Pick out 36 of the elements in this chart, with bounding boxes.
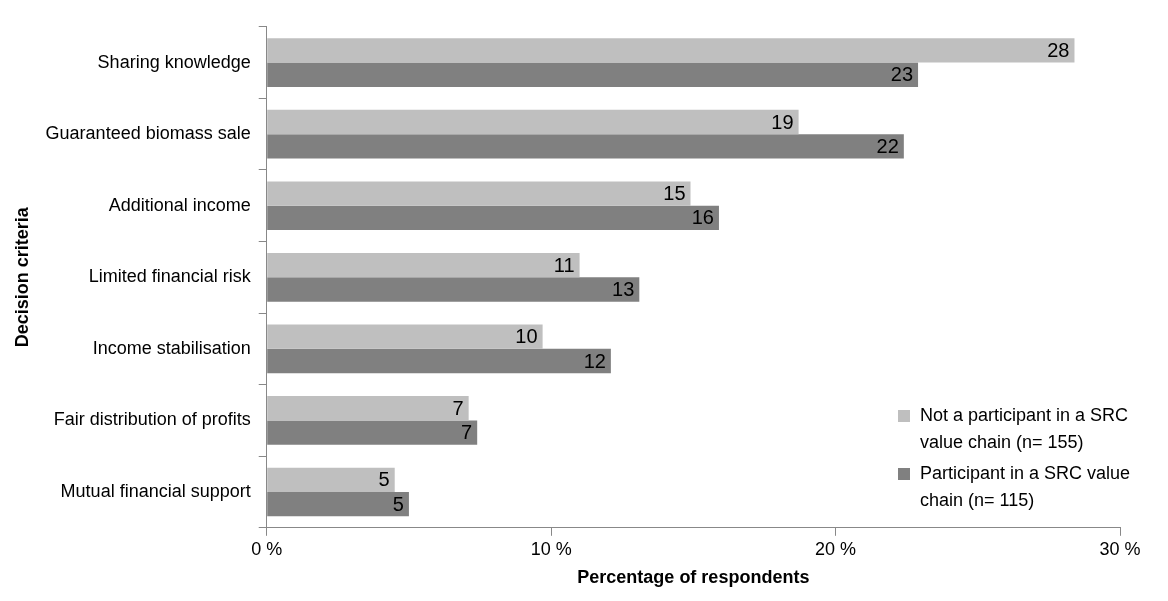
data-label: 5	[392, 492, 404, 515]
data-label: 11	[553, 253, 575, 276]
y-tick-label: Limited financial risk	[88, 266, 252, 287]
bar	[267, 467, 395, 493]
bar	[267, 181, 691, 206]
data-label: 16	[691, 206, 714, 229]
data-label: 7	[452, 396, 464, 419]
y-tick-label: Guaranteed biomass sale	[45, 123, 251, 144]
data-label: 12	[583, 349, 606, 372]
data-label: 7	[461, 421, 473, 444]
y-tick-label: Additional income	[108, 194, 251, 215]
data-label: 23	[890, 63, 914, 86]
y-axis-title: Decision criteria	[11, 206, 32, 348]
x-axis-title: Percentage of respondents	[577, 567, 810, 588]
bar	[267, 38, 1075, 63]
x-tick-label: 20 %	[815, 538, 857, 559]
x-tick-label: 10 %	[530, 538, 572, 559]
x-tick-label: 0 %	[251, 538, 283, 559]
data-label: 5	[378, 468, 390, 491]
bar	[267, 109, 799, 135]
data-label: 28	[1047, 38, 1070, 61]
bar	[267, 396, 469, 421]
y-tick-label: Fair distribution of profits	[53, 409, 251, 430]
data-label: 10	[515, 325, 538, 348]
data-label: 22	[876, 134, 899, 157]
legend-label: Not a participant in a SRC value chain (n= 155)	[920, 404, 1130, 454]
data-label: 15	[663, 182, 686, 205]
bar	[267, 324, 543, 349]
y-tick-label: Mutual financial support	[60, 480, 251, 501]
y-tick-label: Sharing knowledge	[97, 51, 251, 72]
x-tick-label: 30 %	[1099, 538, 1141, 559]
y-tick-label: Income stabilisation	[92, 337, 251, 358]
bar	[267, 252, 580, 278]
data-label: 13	[612, 277, 635, 300]
legend-label: Participant in a SRC value chain (n= 115)	[920, 462, 1132, 512]
data-label: 19	[771, 110, 794, 133]
